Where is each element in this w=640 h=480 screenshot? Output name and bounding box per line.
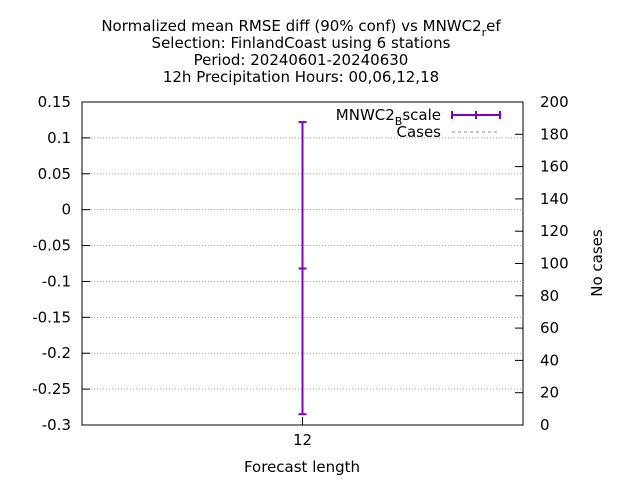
right-y-tick-label: 20 (540, 384, 559, 402)
legend: MNWC2Bscale Cases (336, 106, 501, 141)
legend-swatch-errorbar-series (451, 111, 501, 119)
left-y-tick-label: -0.25 (32, 380, 71, 398)
right-y-tick-label: 180 (540, 125, 569, 143)
chart-title: Normalized mean RMSE diff (90% conf) vs … (101, 17, 501, 86)
right-y-tick-label: 140 (540, 190, 569, 208)
right-y-tick-label: 100 (540, 255, 569, 273)
left-y-tick-label: 0.15 (38, 93, 71, 111)
right-y-tick-label: 80 (540, 287, 559, 305)
errorbar-point (298, 121, 307, 416)
left-y-tick-label: 0.05 (38, 165, 71, 183)
x-tick-label: 12 (293, 431, 312, 449)
left-y-tick-label: -0.1 (42, 272, 71, 290)
title-subscript: r (482, 26, 487, 39)
right-y-tick-label: 60 (540, 319, 559, 337)
left-y-tick-label: 0 (61, 201, 71, 219)
legend-label-errorbar-series: MNWC2Bscale (336, 106, 441, 128)
title-line-3: Period: 20240601-20240630 (194, 51, 409, 69)
left-y-tick-label: -0.3 (42, 416, 71, 434)
left-y-tick-label: -0.15 (32, 308, 71, 326)
right-y-tick-label: 40 (540, 351, 559, 369)
x-axis-label: Forecast length (244, 458, 360, 476)
legend-subscript: B (395, 115, 403, 128)
left-y-tick-label: 0.1 (47, 129, 71, 147)
legend-label-cases: Cases (396, 123, 441, 141)
title-line-2: Selection: FinlandCoast using 6 stations (152, 34, 451, 52)
right-y-tick-label: 0 (540, 416, 550, 434)
left-y-axis: 0.15 0.1 0.05 0 -0.05 -0.1 -0.15 -0.2 -0.25 -0.3 (32, 93, 90, 434)
series (298, 121, 307, 416)
title-line-1: Normalized mean RMSE diff (90% conf) vs … (101, 17, 501, 39)
title-line-4: 12h Precipitation Hours: 00,06,12,18 (163, 68, 439, 86)
left-y-tick-label: -0.05 (32, 237, 71, 255)
right-y-tick-label: 200 (540, 93, 569, 111)
x-axis: 12 (293, 417, 312, 449)
right-y-tick-label: 120 (540, 222, 569, 240)
left-y-tick-label: -0.2 (42, 344, 71, 362)
right-y-tick-label: 160 (540, 158, 569, 176)
right-y-axis-label: No cases (588, 229, 606, 297)
